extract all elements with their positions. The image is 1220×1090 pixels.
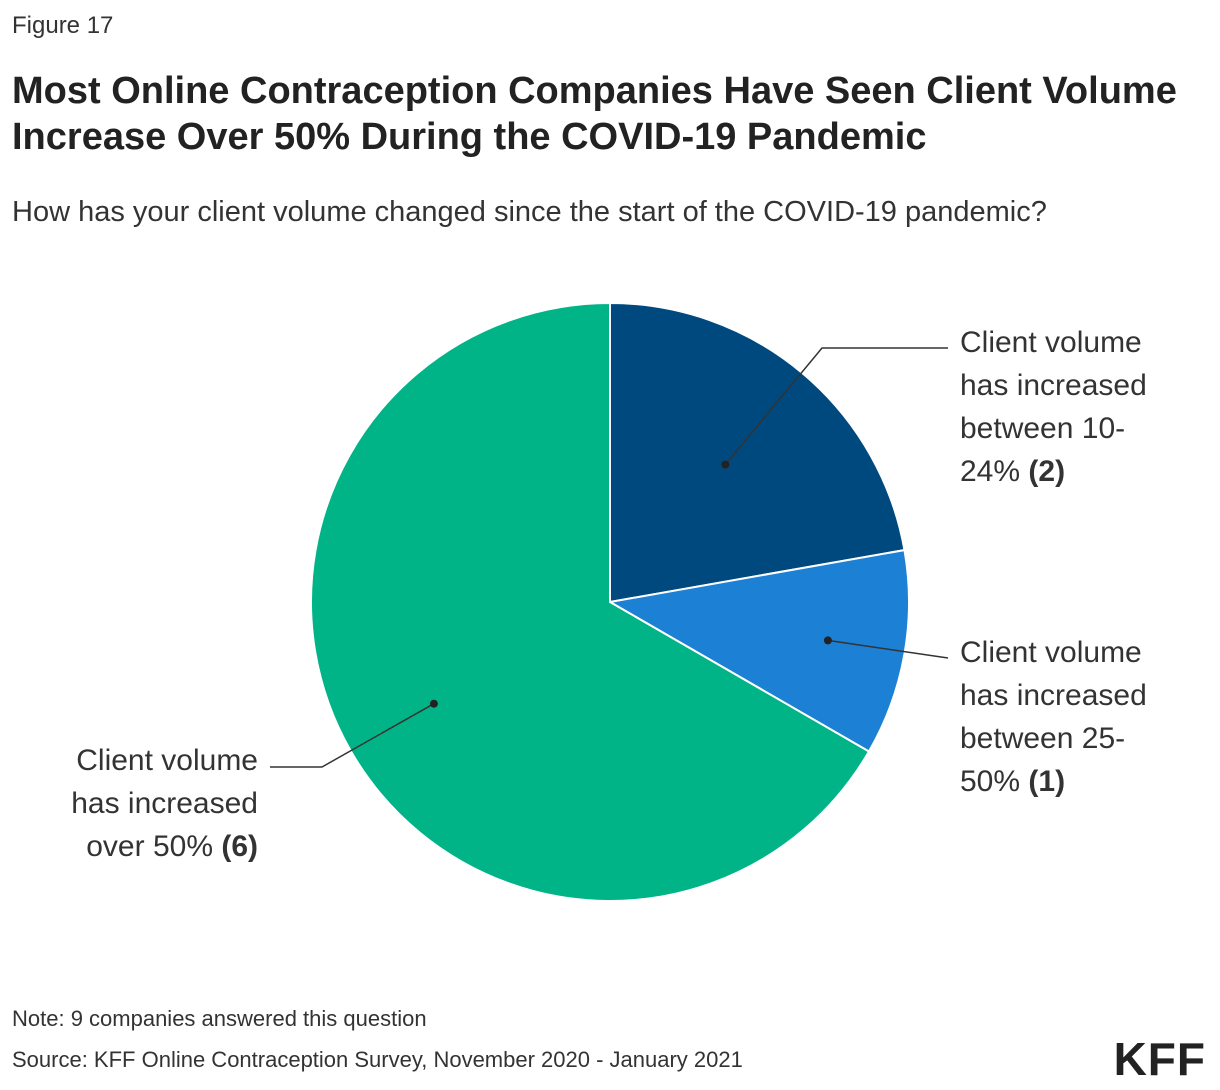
slice-label-line: 24% (960, 455, 1028, 488)
slice-label-line: 50% (960, 765, 1028, 798)
kff-logo: KFF (1113, 1033, 1206, 1085)
leader-line-3 (270, 703, 435, 768)
pie-slice-3 (310, 301, 871, 902)
pie-slices (310, 301, 910, 902)
leader-dot-3 (429, 699, 438, 708)
leader-dot-2 (823, 636, 832, 645)
slice-label-line: has increased (960, 369, 1147, 402)
chart-note: Note: 9 companies answered this question (12, 1006, 427, 1031)
slice-label-3: Client volume has increased over 50% (6) (71, 744, 258, 863)
slice-count-label: (6) (221, 830, 258, 863)
slice-label-line: Client volume (76, 744, 258, 777)
slice-label-line: between 10- (960, 412, 1125, 445)
slice-count-label: (2) (1028, 455, 1065, 488)
slice-label-line: Client volume (960, 326, 1142, 359)
slice-label-line: has increased (71, 787, 258, 820)
leader-line-2 (827, 639, 949, 659)
pie-slice-2 (607, 548, 910, 753)
slice-label-2: Client volume has increased between 25- 50%… (960, 636, 1147, 798)
slice-label-line: Client volume (960, 636, 1142, 669)
leader-line-1 (724, 347, 948, 466)
pie-leader-lines (270, 347, 949, 768)
chart-subtitle: How has your client volume changed since… (12, 196, 1047, 228)
slice-count-label: (1) (1028, 765, 1065, 798)
slice-label-1: Client volume has increased between 10- 24%… (960, 326, 1147, 488)
pie-labels: Client volume has increased between 10- 24%… (71, 326, 1147, 863)
figure-label: Figure 17 (12, 12, 114, 39)
slice-label-line: has increased (960, 679, 1147, 712)
pie-chart: Client volume has increased between 10- 24%… (71, 301, 1147, 902)
chart-source: Source: KFF Online Contraception Survey,… (12, 1047, 743, 1072)
chart-title: Most Online Contraception Companies Have… (12, 70, 1177, 158)
slice-label-line: over 50% (86, 830, 221, 863)
leader-dot-1 (721, 460, 730, 469)
slice-label-line: between 25- (960, 722, 1125, 755)
